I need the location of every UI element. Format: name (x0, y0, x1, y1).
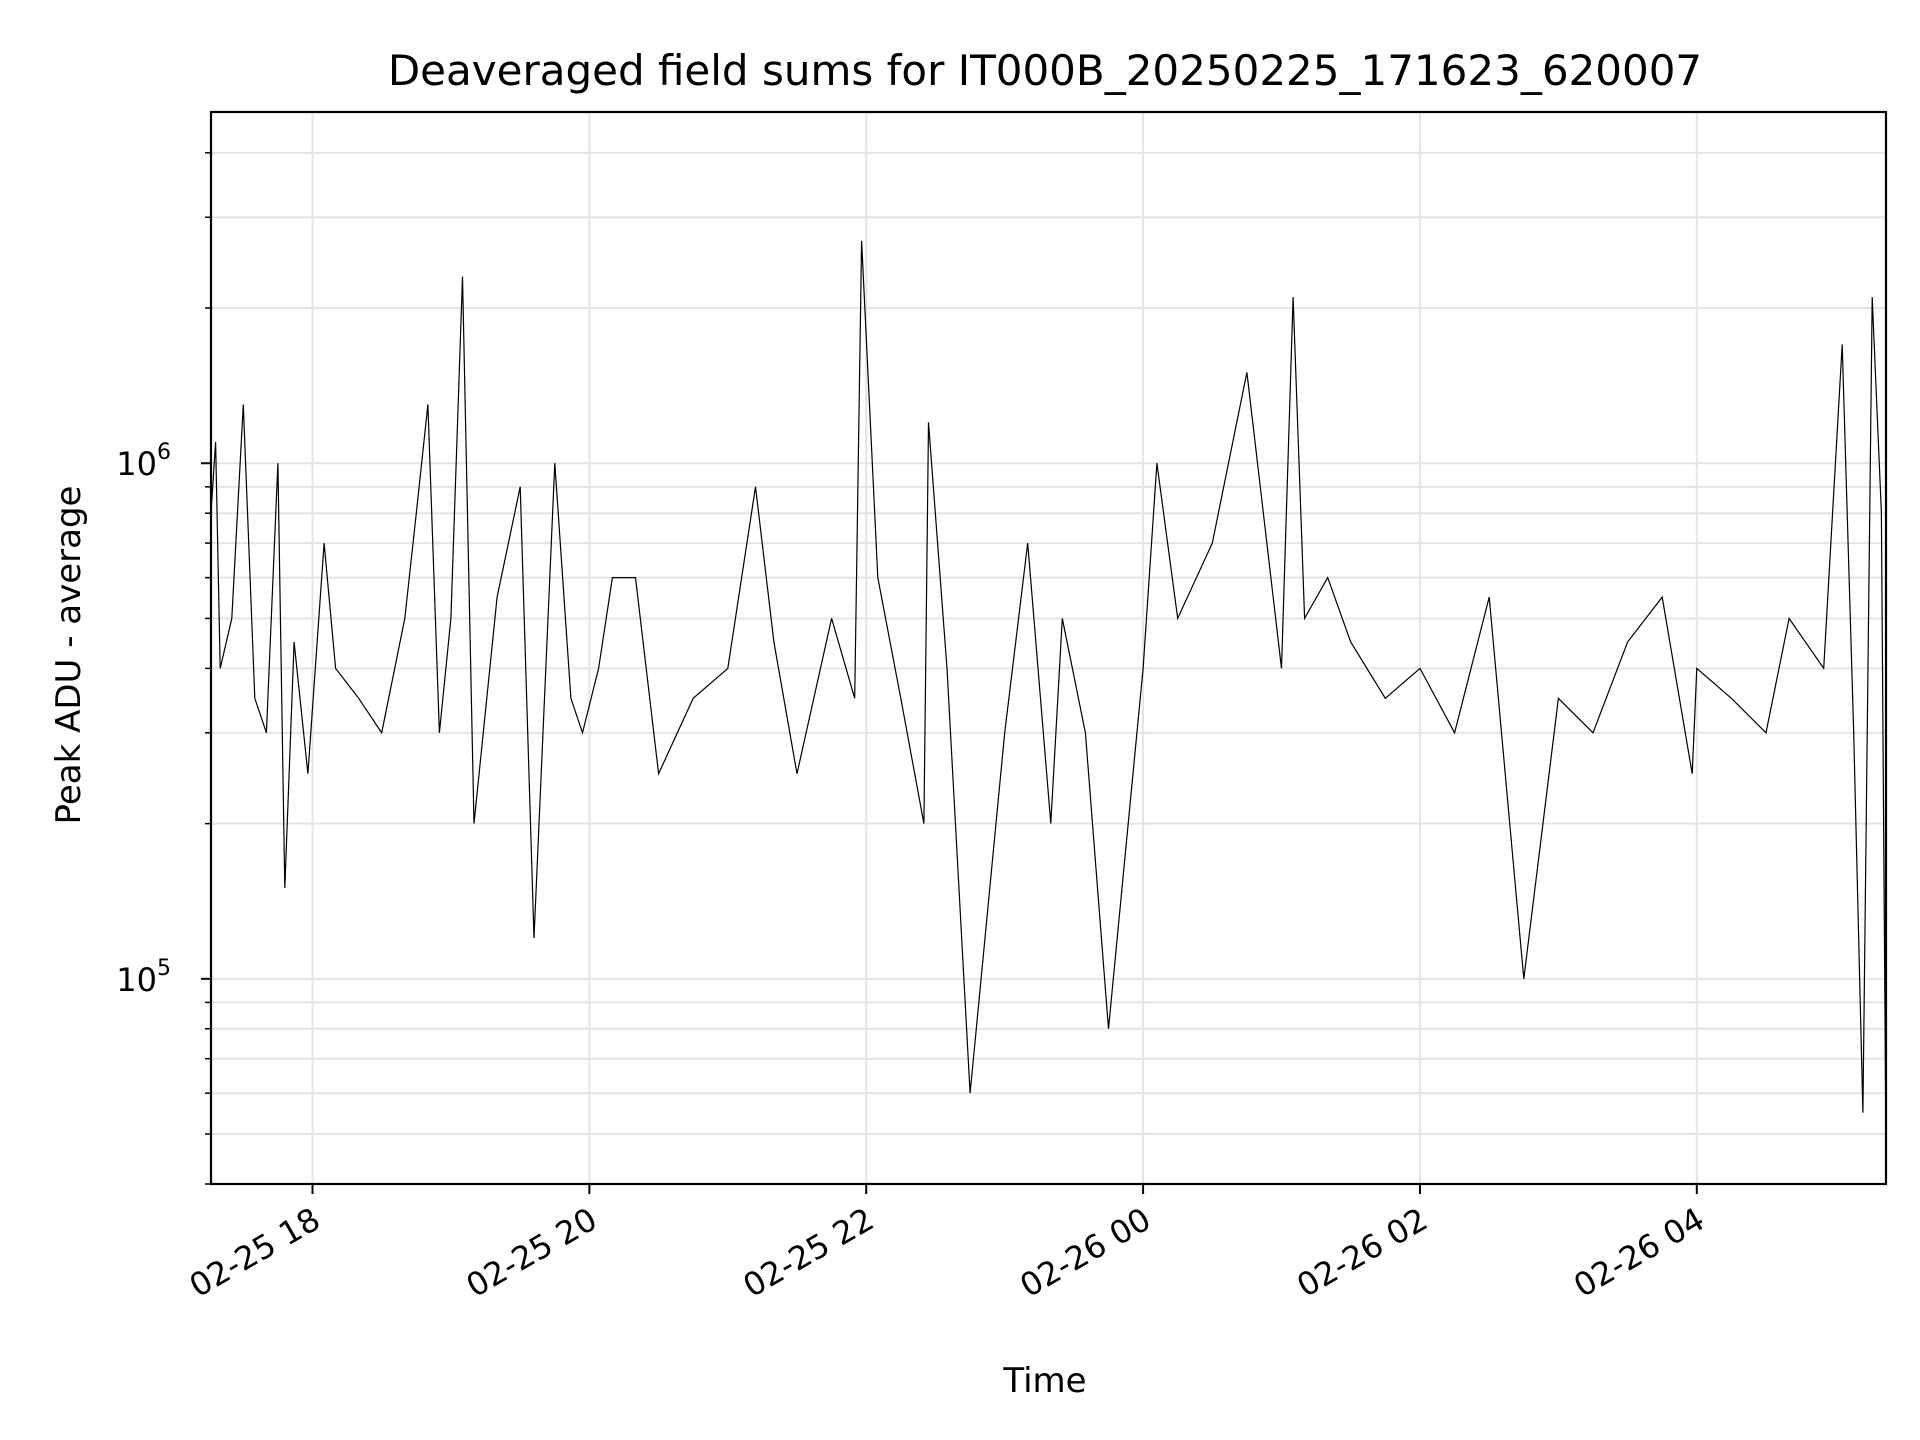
x-tick-label: 02-26 00 (1013, 1200, 1157, 1305)
y-tick-label: 106 (116, 440, 171, 483)
x-tick-label: 02-26 02 (1290, 1200, 1434, 1305)
x-tick-label: 02-25 20 (460, 1200, 604, 1305)
chart-title: Deaveraged field sums for IT000B_2025022… (388, 46, 1702, 95)
x-tick-label: 02-25 22 (737, 1200, 881, 1305)
x-tick-label: 02-25 18 (183, 1200, 327, 1305)
x-axis-label: Time (1002, 1361, 1086, 1401)
grid-lines (211, 112, 1886, 1185)
axis-ticks: 105 106 02-25 18 02-25 20 02-25 22 02-26 00 02… (116, 152, 1711, 1305)
plot-frame (209, 110, 1888, 1186)
y-tick-label: 105 (116, 956, 171, 999)
series-line (210, 240, 1887, 1158)
y-axis-label: Peak ADU - average (49, 486, 89, 825)
x-tick-label: 02-26 04 (1567, 1200, 1711, 1305)
